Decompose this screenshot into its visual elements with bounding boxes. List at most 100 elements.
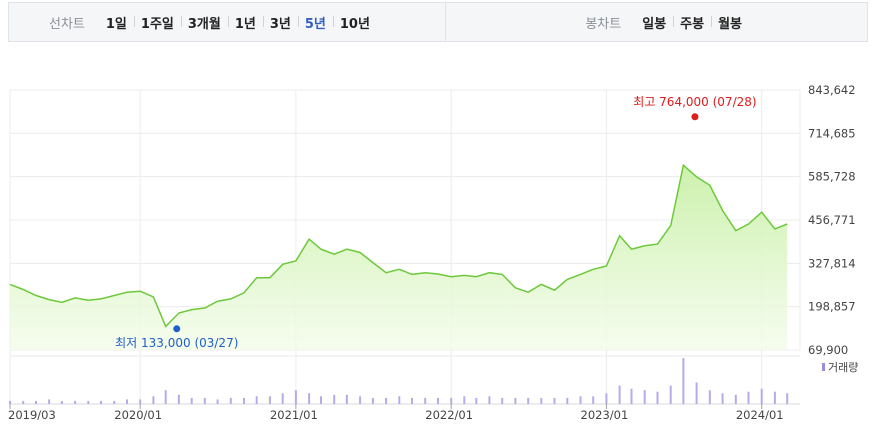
line-chart-label: 선차트 — [49, 16, 85, 32]
volume-bar — [345, 394, 348, 404]
volume-bar — [139, 399, 142, 404]
volume-bar — [74, 400, 77, 404]
volume-bars — [9, 358, 789, 404]
volume-bar — [152, 396, 155, 404]
volume-bar — [618, 385, 621, 404]
high-label: 최고 764,000 (07/28) — [633, 95, 756, 109]
volume-bar — [424, 397, 427, 404]
volume-bar — [437, 397, 439, 404]
x-tick-label: 2024/01 — [736, 408, 784, 422]
volume-bar — [786, 393, 789, 404]
volume-bar — [177, 394, 180, 404]
volume-bar — [721, 393, 724, 404]
x-tick-label: 2021/01 — [270, 408, 318, 422]
volume-bar — [190, 397, 193, 404]
period-1w-button[interactable]: 1주일 — [133, 13, 181, 32]
volume-bar — [734, 394, 737, 404]
y-tick-label: 69,900 — [808, 343, 848, 357]
y-tick-label: 585,728 — [808, 170, 856, 184]
volume-bar — [268, 396, 271, 404]
period-toolbar: 선차트 1일 1주일 3개월 1년 3년 5년 10년 봉차트 일봉 주봉 월봉 — [8, 2, 868, 42]
volume-bar — [9, 400, 11, 404]
volume-bar — [255, 396, 258, 404]
volume-bar — [100, 400, 102, 404]
volume-bar — [747, 391, 750, 404]
volume-bar — [87, 400, 90, 404]
candle-chart-group: 봉차트 일봉 주봉 월봉 — [446, 3, 867, 41]
volume-bar — [475, 397, 478, 404]
volume-bar — [566, 397, 569, 404]
volume-bar — [320, 396, 322, 404]
candle-daily-button[interactable]: 일봉 — [642, 16, 667, 32]
period-3y-button[interactable]: 3년 — [262, 13, 298, 32]
volume-bar — [605, 393, 608, 404]
volume-bar — [333, 394, 336, 404]
volume-bar — [463, 396, 466, 404]
candle-weekly-button[interactable]: 주봉 — [673, 13, 711, 32]
x-tick-label: 2022/01 — [425, 408, 473, 422]
high-point-marker — [691, 113, 699, 121]
y-tick-label: 327,814 — [808, 256, 856, 270]
volume-bar — [243, 397, 245, 404]
volume-bar — [514, 397, 517, 404]
y-tick-label: 198,857 — [808, 300, 856, 314]
period-5y-button[interactable]: 5년 — [297, 13, 333, 32]
y-tick-label: 456,771 — [808, 213, 856, 227]
volume-bar — [48, 399, 51, 404]
volume-bar — [630, 388, 633, 404]
x-tick-label: 2023/01 — [581, 408, 629, 422]
line-chart-group: 선차트 1일 1주일 3개월 1년 3년 5년 10년 — [9, 3, 446, 41]
y-tick-label: 843,642 — [808, 83, 856, 97]
volume-bar — [501, 397, 504, 404]
y-tick-label: 714,685 — [808, 126, 856, 140]
period-10y-button[interactable]: 10년 — [332, 13, 377, 32]
price-area-fill — [10, 165, 788, 350]
volume-bar — [371, 397, 374, 404]
volume-legend: 거래량 — [828, 361, 858, 374]
volume-bar — [553, 397, 556, 404]
low-label: 최저 133,000 (03/27) — [115, 336, 238, 350]
volume-bar — [126, 399, 128, 404]
volume-bar — [281, 393, 284, 404]
volume-bar — [527, 397, 530, 404]
volume-bar — [708, 390, 711, 404]
volume-bar — [579, 396, 582, 404]
period-1y-button[interactable]: 1년 — [227, 13, 263, 32]
x-tick-label: 2020/01 — [114, 408, 162, 422]
price-series-line — [9, 163, 788, 328]
volume-bar — [695, 382, 698, 404]
volume-bar — [450, 397, 453, 404]
volume-bar — [359, 396, 362, 404]
low-point-marker — [173, 325, 181, 333]
volume-bar — [760, 388, 763, 404]
volume-bar — [216, 399, 219, 404]
volume-bar — [669, 385, 672, 404]
x-tick-label: 2019/03 — [8, 408, 56, 422]
volume-bar — [488, 396, 491, 404]
volume-bar — [203, 397, 206, 404]
period-1d-button[interactable]: 1일 — [105, 16, 127, 32]
volume-bar — [294, 390, 297, 404]
volume-bar — [164, 390, 167, 404]
volume-bar — [540, 397, 543, 404]
period-3m-button[interactable]: 3개월 — [180, 13, 228, 32]
volume-bar — [773, 391, 776, 404]
volume-legend-swatch — [822, 363, 825, 371]
volume-bar — [682, 358, 685, 404]
volume-bar — [592, 396, 595, 404]
x-axis-labels: 2019/03 2020/01 2021/01 2022/01 2023/01 2024/… — [8, 408, 784, 422]
volume-bar — [643, 390, 646, 404]
volume-bar — [35, 400, 37, 404]
candle-monthly-button[interactable]: 월봉 — [711, 13, 749, 32]
volume-bar — [308, 393, 311, 404]
volume-bar — [385, 397, 388, 404]
candle-chart-label: 봉차트 — [585, 16, 622, 32]
volume-bar — [229, 397, 232, 404]
volume-bar — [411, 397, 413, 404]
y-axis-labels: 843,642 714,685 585,728 456,771 327,814 198,8… — [808, 83, 856, 357]
volume-bar — [60, 400, 63, 404]
volume-bar — [113, 400, 116, 404]
volume-bar — [22, 400, 25, 404]
volume-bar — [398, 396, 401, 404]
